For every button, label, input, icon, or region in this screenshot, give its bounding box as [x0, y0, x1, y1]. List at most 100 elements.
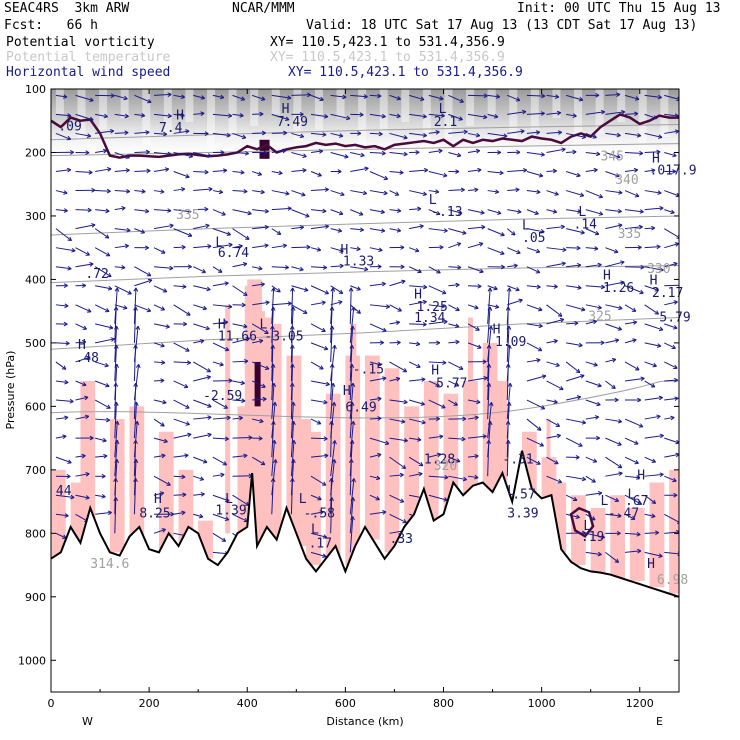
wind-arrow-head [181, 510, 186, 516]
wind-vector [114, 287, 120, 324]
wind-arrow-head [201, 268, 206, 274]
extremum-label: 11.66 [218, 329, 257, 344]
wind-arrow-shaft [409, 113, 427, 118]
wind-arrow-head [540, 405, 546, 410]
wind-vector [133, 306, 138, 343]
wind-arrow-head [540, 229, 545, 234]
wind-vector [55, 513, 69, 518]
wind-arrow-shaft [605, 209, 622, 213]
wind-vector [251, 456, 266, 466]
wind-arrow-shaft [605, 472, 623, 477]
wind-arrow-shaft [350, 167, 369, 173]
wind-vector [585, 513, 596, 521]
wind-arrow-shaft [55, 380, 69, 384]
wind-arrow-shaft [566, 304, 586, 311]
wind-vector [585, 361, 598, 367]
wind-arrow-head [435, 416, 440, 422]
wind-vector [251, 380, 266, 388]
wind-arrow-shaft [487, 132, 508, 137]
wind-arrow-head [127, 290, 132, 295]
wind-vector [605, 551, 620, 563]
wind-vector [624, 376, 645, 382]
wind-vector [565, 494, 578, 502]
wind-arrow-shaft [75, 171, 93, 174]
wind-arrow-shaft [349, 478, 355, 515]
wind-arrow-head [475, 132, 481, 138]
wind-arrow-shaft [664, 151, 677, 157]
wind-vector [310, 187, 329, 192]
wind-vector [310, 208, 327, 214]
wind-vector [546, 284, 558, 289]
wind-arrow-head [364, 266, 369, 272]
wind-vector [212, 494, 230, 503]
wind-arrow-head [674, 242, 679, 247]
wind-arrow-shaft [625, 266, 645, 268]
wind-arrow-shaft [487, 113, 499, 118]
wind-arrow-head [140, 229, 146, 234]
wind-arrow-head [185, 347, 190, 352]
wind-arrow-shaft [134, 190, 146, 193]
y-tick-label: 100 [25, 83, 46, 96]
wind-arrow-head [377, 361, 382, 367]
wind-arrow-shaft [271, 440, 275, 477]
wind-vector [487, 287, 493, 324]
wind-arrow-head [345, 115, 351, 121]
wind-vector [526, 189, 541, 195]
wind-arrow-shaft [349, 516, 354, 553]
wind-arrow-head [534, 210, 539, 216]
wind-arrow-shaft [624, 94, 640, 100]
wind-vector [505, 439, 511, 477]
wind-vector [448, 456, 461, 463]
wind-vector [664, 300, 678, 306]
wind-arrow-head [329, 478, 334, 483]
wind-vector [350, 166, 369, 173]
wind-arrow-shaft [350, 266, 369, 271]
theta-label: 6.98 [657, 573, 688, 588]
wind-arrow-shaft [467, 455, 479, 458]
wind-vector [329, 478, 334, 515]
wind-arrow-head [600, 534, 606, 540]
wind-arrow-head [285, 191, 290, 196]
wind-arrow-shaft [271, 113, 290, 121]
wind-arrow-head [224, 516, 230, 521]
wind-arrow-shaft [153, 266, 174, 269]
stratosphere-streak [617, 89, 626, 123]
wind-arrow-head [577, 209, 582, 214]
wind-arrow-head [113, 344, 119, 349]
wind-arrow-shaft [389, 132, 408, 139]
pv-shading [669, 469, 679, 594]
wind-arrow-head [493, 113, 499, 119]
wind-arrow-head [69, 149, 74, 155]
wind-arrow-head [287, 301, 292, 306]
wind-arrow-shaft [271, 244, 287, 249]
wind-arrow-shaft [664, 513, 679, 523]
wind-arrow-shaft [644, 190, 662, 194]
wind-arrow-head [659, 267, 664, 272]
wind-vector [507, 94, 521, 102]
wind-arrow-shaft [428, 320, 448, 325]
wind-arrow-head [166, 481, 171, 486]
wind-vector [134, 168, 151, 174]
wind-arrow-head [299, 266, 304, 272]
wind-arrow-shaft [290, 325, 293, 362]
wind-vector [428, 266, 441, 274]
wind-vector [349, 325, 355, 362]
wind-arrow-shaft [389, 399, 408, 403]
wind-vector [173, 474, 186, 480]
wind-arrow-head [318, 149, 324, 154]
wind-vector [55, 474, 71, 479]
wind-vector [95, 113, 108, 119]
wind-arrow-shaft [625, 151, 643, 154]
extremum-label: 1.39 [215, 503, 246, 518]
wind-arrow-head [89, 97, 94, 102]
wind-arrow-head [656, 343, 662, 348]
wind-arrow-head [332, 440, 337, 445]
wind-vector [605, 92, 621, 98]
wind-arrow-shaft [546, 340, 558, 344]
wind-arrow-shaft [566, 132, 586, 138]
wind-vector [212, 361, 224, 367]
wind-arrow-head [670, 415, 675, 421]
wind-arrow-shaft [566, 151, 577, 153]
wind-arrow-head [576, 245, 581, 251]
wind-vector [585, 304, 602, 310]
